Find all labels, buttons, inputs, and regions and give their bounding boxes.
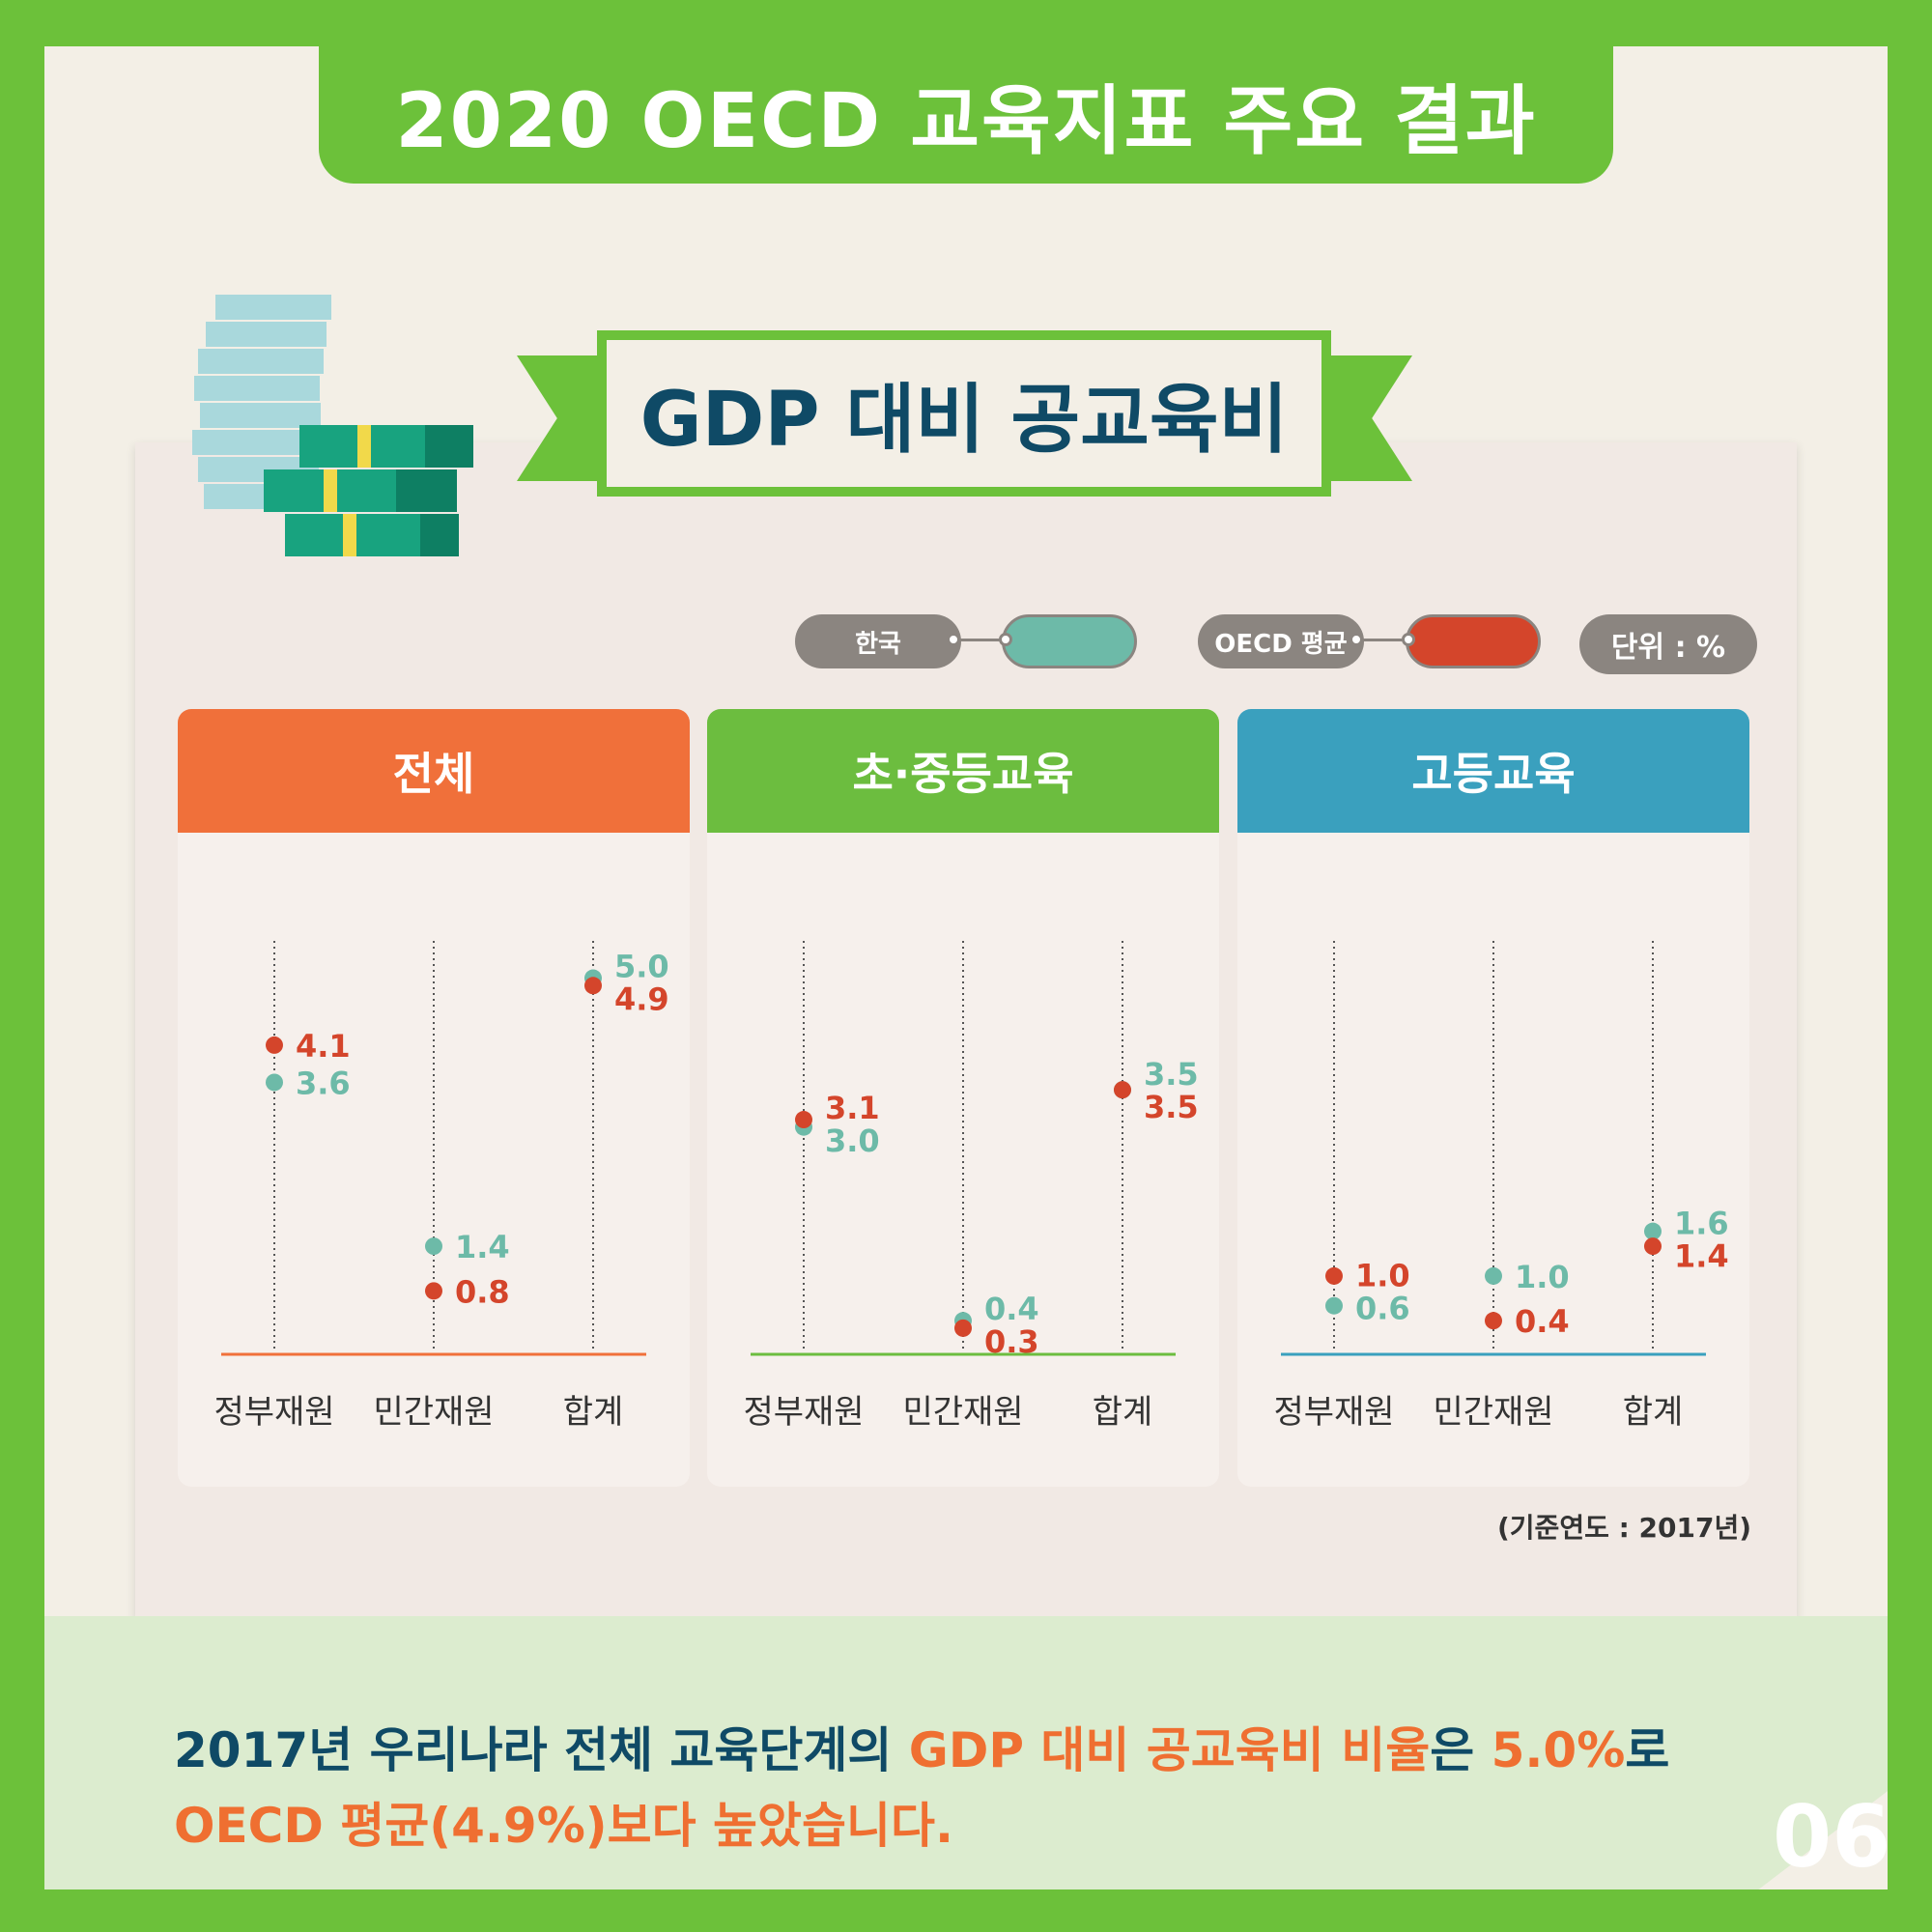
korea-value-label: 0.6 (1355, 1290, 1410, 1326)
category-label: 민간재원 (1433, 1393, 1553, 1432)
oecd-value-label: 3.5 (1144, 1089, 1199, 1125)
korea-dot (266, 1073, 283, 1092)
summary-line-1: 2017년 우리나라 전체 교육단계의 GDP 대비 공교육비 비율은 5.0%… (174, 1713, 1669, 1788)
korea-legend-connector (952, 639, 1006, 641)
page-title: 2020 OECD 교육지표 주요 결과 (395, 78, 1537, 165)
korea-legend-dot (947, 633, 960, 646)
korea-value-label: 3.5 (1144, 1056, 1199, 1093)
oecd-legend-label: OECD 평균 (1198, 614, 1364, 668)
oecd-color-swatch (1406, 614, 1541, 668)
oecd-value-label: 4.1 (296, 1028, 351, 1065)
oecd-value-label: 3.1 (825, 1090, 880, 1126)
category-label: 민간재원 (373, 1393, 494, 1432)
summary-highlight: 5.0% (1491, 1722, 1626, 1778)
oecd-value-label: 0.4 (1515, 1303, 1570, 1340)
korea-dot (795, 1118, 812, 1136)
oecd-value-label: 4.9 (614, 980, 669, 1017)
oecd-dot (1485, 1312, 1502, 1330)
korea-value-label: 3.0 (825, 1122, 880, 1159)
panel-title: 전체 (178, 709, 690, 833)
korea-dot (954, 1312, 972, 1330)
money-stack-icon (192, 295, 473, 556)
oecd-dot (954, 1319, 972, 1337)
korea-dot (1114, 1081, 1131, 1099)
korea-value-label: 1.0 (1515, 1259, 1570, 1295)
oecd-dot (1325, 1266, 1343, 1285)
summary-footer: 2017년 우리나라 전체 교육단계의 GDP 대비 공교육비 비율은 5.0%… (44, 1616, 1888, 1889)
korea-value-label: 0.4 (984, 1291, 1039, 1327)
oecd-dot (1114, 1081, 1131, 1099)
oecd-dot (266, 1036, 283, 1054)
panel-primary-secondary: 초·중등교육 정부재원 3.0 3.1 민간재원 0.4 0.3 합계 3.5 3.5 (707, 709, 1219, 1487)
summary-line-2: OECD 평균(4.9%)보다 높았습니다. (174, 1788, 953, 1863)
section-ribbon: GDP 대비 공교육비 (597, 330, 1331, 497)
oecd-value-label: 0.8 (455, 1273, 510, 1310)
summary-text: 로 (1625, 1722, 1670, 1778)
category-label: 정부재원 (743, 1393, 864, 1432)
korea-value-label: 3.6 (296, 1065, 351, 1101)
unit-label: 단위 : % (1579, 614, 1757, 674)
category-label: 민간재원 (902, 1393, 1023, 1432)
korea-dot (425, 1237, 442, 1256)
summary-highlight: OECD 평균(4.9%)보다 높았습니다. (174, 1798, 954, 1854)
oecd-legend-connector (1354, 639, 1408, 641)
panel-tertiary: 고등교육 정부재원 0.6 1.0 민간재원 1.0 0.4 합계 1.6 1.4 (1237, 709, 1749, 1487)
korea-legend-dot-2 (999, 633, 1012, 646)
category-label: 정부재원 (1273, 1393, 1394, 1432)
korea-value-label: 1.4 (455, 1229, 510, 1265)
title-banner: 2020 OECD 교육지표 주요 결과 (319, 46, 1613, 184)
panel-title: 고등교육 (1237, 709, 1749, 833)
panel-title: 초·중등교육 (707, 709, 1219, 833)
basis-year-note: (기준연도 : 2017년) (1497, 1512, 1752, 1544)
summary-text: 은 (1430, 1722, 1492, 1778)
oecd-dot (425, 1282, 442, 1300)
korea-dot (584, 969, 602, 987)
korea-dot (1325, 1296, 1343, 1315)
oecd-legend-dot (1350, 633, 1363, 646)
category-label: 합계 (1093, 1393, 1153, 1432)
oecd-value-label: 1.4 (1674, 1237, 1729, 1274)
category-label: 합계 (563, 1393, 624, 1432)
oecd-value-label: 0.3 (984, 1323, 1039, 1360)
korea-dot (1485, 1266, 1502, 1285)
oecd-dot (1644, 1237, 1662, 1256)
oecd-dot (795, 1111, 812, 1129)
korea-dot (1644, 1222, 1662, 1240)
korea-value-label: 5.0 (614, 948, 669, 984)
panel-total: 전체 정부재원 3.6 4.1 민간재원 1.4 0.8 합계 5.0 4.9 (178, 709, 690, 1487)
korea-color-swatch (1002, 614, 1137, 668)
oecd-legend-dot-2 (1402, 633, 1415, 646)
oecd-dot (584, 977, 602, 995)
category-label: 정부재원 (213, 1393, 334, 1432)
korea-value-label: 1.6 (1674, 1205, 1729, 1241)
category-label: 합계 (1623, 1393, 1684, 1432)
oecd-value-label: 1.0 (1355, 1257, 1410, 1293)
summary-text: 2017년 우리나라 전체 교육단계의 (174, 1722, 909, 1778)
summary-highlight: GDP 대비 공교육비 비율 (908, 1722, 1431, 1778)
page-number: 06 (1773, 1787, 1891, 1887)
section-title: GDP 대비 공교육비 (639, 377, 1289, 464)
korea-legend-label: 한국 (795, 614, 961, 668)
